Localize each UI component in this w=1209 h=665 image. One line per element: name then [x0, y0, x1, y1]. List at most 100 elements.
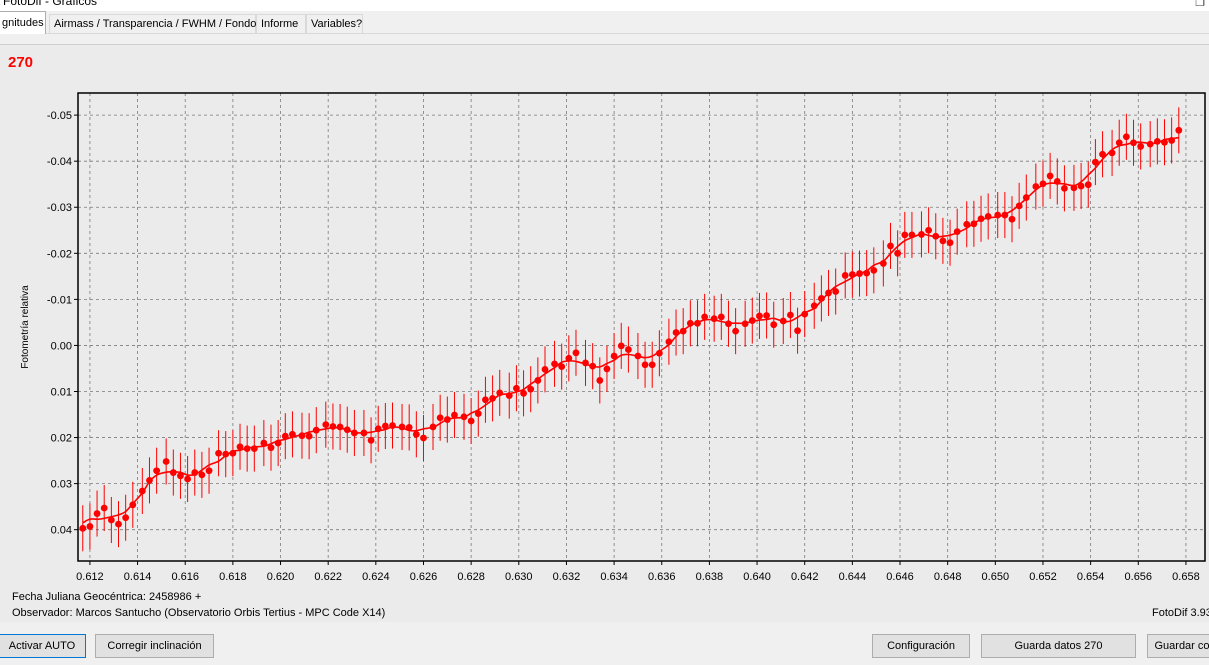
- data-point: [412, 430, 420, 438]
- data-point: [322, 421, 330, 429]
- data-point: [86, 523, 94, 530]
- data-point: [953, 228, 961, 236]
- data-point: [107, 516, 115, 524]
- data-point: [520, 389, 527, 397]
- data-point: [725, 320, 732, 328]
- y-tick-label: 0.04: [51, 525, 72, 537]
- guardar-button[interactable]: Guardar co: [1147, 634, 1209, 658]
- tab-magnitudes[interactable]: gnitudes: [0, 11, 46, 34]
- data-point: [146, 476, 153, 484]
- data-point: [1061, 184, 1068, 192]
- data-point: [115, 520, 122, 528]
- y-tick-label: -0.05: [47, 110, 72, 122]
- data-point: [79, 524, 87, 532]
- data-point: [336, 423, 344, 431]
- corregir-inclinacion-button[interactable]: Corregir inclinación: [95, 634, 214, 658]
- y-tick-label: -0.04: [47, 156, 72, 168]
- x-tick-label: 0.658: [1172, 571, 1200, 583]
- data-point: [122, 514, 130, 522]
- data-point: [817, 295, 825, 302]
- data-point: [946, 239, 954, 247]
- data-point: [153, 467, 161, 475]
- data-point: [443, 416, 451, 423]
- data-point: [679, 327, 687, 335]
- data-point: [984, 213, 992, 220]
- data-point: [138, 487, 146, 495]
- data-point: [1032, 183, 1040, 190]
- data-point: [665, 338, 673, 346]
- data-point: [1122, 133, 1130, 141]
- restore-icon[interactable]: ❐: [1195, 0, 1205, 9]
- guarda-datos-button[interactable]: Guarda datos 270: [981, 634, 1136, 658]
- activar-auto-button[interactable]: Activar AUTO: [0, 634, 86, 658]
- data-point: [1022, 194, 1030, 201]
- y-tick-layer: -0.05 -0.04 -0.03 -0.02 -0.01 0.00 0.01 0.02 0.0…: [47, 110, 78, 537]
- data-point: [260, 439, 268, 447]
- data-point: [451, 411, 458, 419]
- tab-variables[interactable]: Variables?: [306, 14, 363, 33]
- data-point: [932, 232, 940, 240]
- tab-strip: gnitudes Airmass / Transparencia / FWHM …: [0, 11, 1209, 34]
- grid-layer: [78, 93, 1205, 561]
- data-point: [879, 260, 887, 267]
- data-point: [801, 310, 809, 318]
- data-point: [770, 321, 778, 329]
- data-point: [551, 360, 558, 368]
- data-point: [925, 226, 933, 234]
- data-point: [534, 377, 542, 384]
- data-point: [994, 211, 1002, 219]
- x-tick-label: 0.620: [267, 571, 295, 583]
- data-point: [298, 432, 306, 440]
- data-point: [374, 425, 382, 433]
- x-tick-label: 0.634: [600, 571, 628, 583]
- data-point: [848, 271, 856, 278]
- data-point: [1091, 158, 1099, 166]
- window-title: FotoDif - Gráficos: [3, 0, 98, 8]
- tab-informe[interactable]: Informe: [256, 14, 306, 33]
- x-tick-label: 0.642: [791, 571, 819, 583]
- data-point: [100, 504, 108, 512]
- configuracion-button[interactable]: Configuración: [872, 634, 970, 658]
- data-point: [467, 417, 475, 425]
- data-point: [617, 342, 625, 350]
- data-point: [686, 319, 694, 327]
- data-point: [405, 424, 413, 431]
- data-point: [977, 215, 985, 223]
- data-point: [274, 439, 282, 447]
- plot-frame: [77, 92, 1206, 562]
- data-point: [732, 327, 740, 335]
- julian-date-label: Fecha Juliana Geocéntrica: 2458986 +: [12, 591, 202, 603]
- data-point: [429, 423, 437, 431]
- data-point: [343, 426, 351, 434]
- data-point: [970, 220, 978, 228]
- data-point: [565, 354, 573, 362]
- data-point: [894, 249, 902, 257]
- x-tick-label: 0.648: [934, 571, 962, 583]
- data-point: [191, 469, 199, 476]
- tab-airmass[interactable]: Airmass / Transparencia / FWHM / Fondo: [49, 14, 256, 33]
- data-point: [748, 317, 756, 324]
- data-point: [505, 392, 513, 400]
- error-bar-layer: [82, 107, 1180, 552]
- x-tick-label: 0.630: [505, 571, 533, 583]
- data-point: [250, 445, 258, 453]
- data-point: [350, 429, 358, 437]
- data-point: [741, 320, 749, 328]
- y-tick-label: -0.01: [47, 294, 72, 306]
- data-point: [589, 362, 597, 370]
- data-point: [1015, 202, 1023, 210]
- x-tick-label: 0.616: [171, 571, 199, 583]
- version-label: FotoDif 3.93: [1152, 607, 1209, 619]
- data-point: [863, 269, 871, 277]
- x-tick-label: 0.636: [648, 571, 676, 583]
- data-point: [474, 410, 482, 417]
- data-point: [841, 272, 849, 279]
- data-point: [1001, 211, 1009, 219]
- data-point: [763, 312, 770, 319]
- x-tick-label: 0.618: [219, 571, 247, 583]
- data-point: [779, 317, 787, 325]
- data-point: [870, 266, 878, 274]
- data-point: [184, 475, 192, 483]
- data-point: [513, 384, 520, 392]
- data-point: [222, 450, 230, 458]
